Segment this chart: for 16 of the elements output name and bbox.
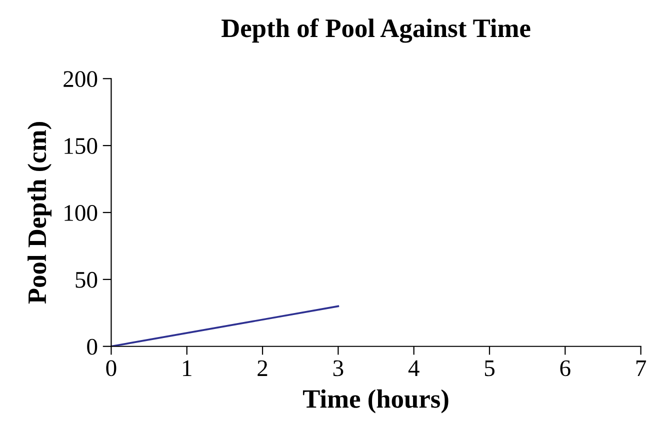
y-axis-title: Pool Depth (cm) xyxy=(28,122,52,304)
x-tick-label: 4 xyxy=(408,360,420,376)
y-tick-label: 0 xyxy=(87,338,98,355)
x-tick-label: 6 xyxy=(560,360,570,376)
x-tick-label: 7 xyxy=(636,360,646,376)
x-axis-title: Time (hours) xyxy=(302,389,448,414)
y-tick-label: 100 xyxy=(64,204,98,221)
x-tick-label: 1 xyxy=(183,360,192,376)
chart-title: Depth of Pool Against Time xyxy=(222,18,530,43)
x-tick-label: 0 xyxy=(106,360,116,376)
y-tick-label: 150 xyxy=(64,138,98,154)
x-tick-label: 2 xyxy=(258,360,268,376)
y-tick-label: 50 xyxy=(76,272,98,288)
y-tick-label: 200 xyxy=(64,71,98,88)
x-tick-label: 5 xyxy=(484,360,494,376)
x-tick-label: 3 xyxy=(333,360,344,376)
